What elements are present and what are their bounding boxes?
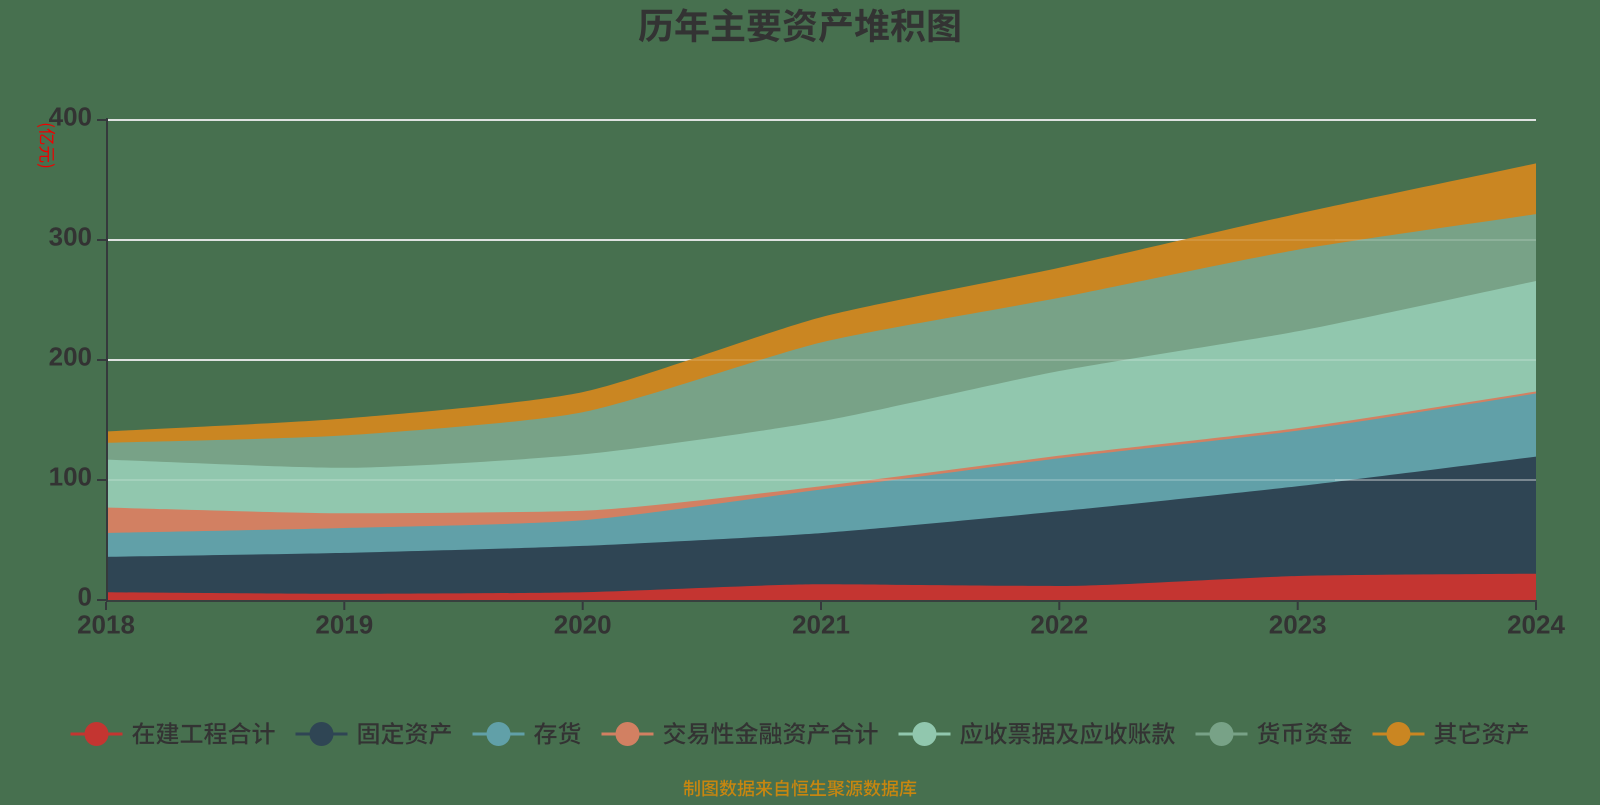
svg-text:2023: 2023 xyxy=(1269,610,1327,640)
svg-text:200: 200 xyxy=(49,342,92,372)
svg-text:0: 0 xyxy=(78,582,92,612)
svg-text:2021: 2021 xyxy=(792,610,850,640)
svg-text:2022: 2022 xyxy=(1030,610,1088,640)
svg-text:2018: 2018 xyxy=(77,610,135,640)
svg-text:2024: 2024 xyxy=(1507,610,1565,640)
svg-text:300: 300 xyxy=(49,222,92,252)
svg-text:400: 400 xyxy=(49,102,92,132)
svg-text:2020: 2020 xyxy=(554,610,612,640)
svg-text:2019: 2019 xyxy=(315,610,373,640)
svg-text:100: 100 xyxy=(49,462,92,492)
